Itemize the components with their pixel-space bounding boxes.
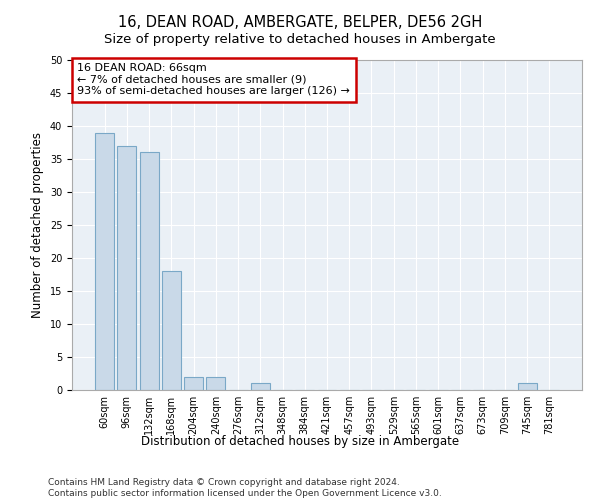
- Bar: [251, 384, 270, 390]
- Text: 16 DEAN ROAD: 66sqm
← 7% of detached houses are smaller (9)
93% of semi-detached: 16 DEAN ROAD: 66sqm ← 7% of detached hou…: [77, 64, 350, 96]
- Text: Contains HM Land Registry data © Crown copyright and database right 2024.
Contai: Contains HM Land Registry data © Crown c…: [48, 478, 442, 498]
- Bar: [184, 377, 203, 390]
- Bar: [206, 377, 225, 390]
- Bar: [162, 271, 181, 390]
- Text: 16, DEAN ROAD, AMBERGATE, BELPER, DE56 2GH: 16, DEAN ROAD, AMBERGATE, BELPER, DE56 2…: [118, 15, 482, 30]
- Bar: [518, 384, 536, 390]
- Y-axis label: Number of detached properties: Number of detached properties: [31, 132, 44, 318]
- Bar: [118, 146, 136, 390]
- Bar: [140, 152, 158, 390]
- Text: Distribution of detached houses by size in Ambergate: Distribution of detached houses by size …: [141, 435, 459, 448]
- Text: Size of property relative to detached houses in Ambergate: Size of property relative to detached ho…: [104, 32, 496, 46]
- Bar: [95, 132, 114, 390]
